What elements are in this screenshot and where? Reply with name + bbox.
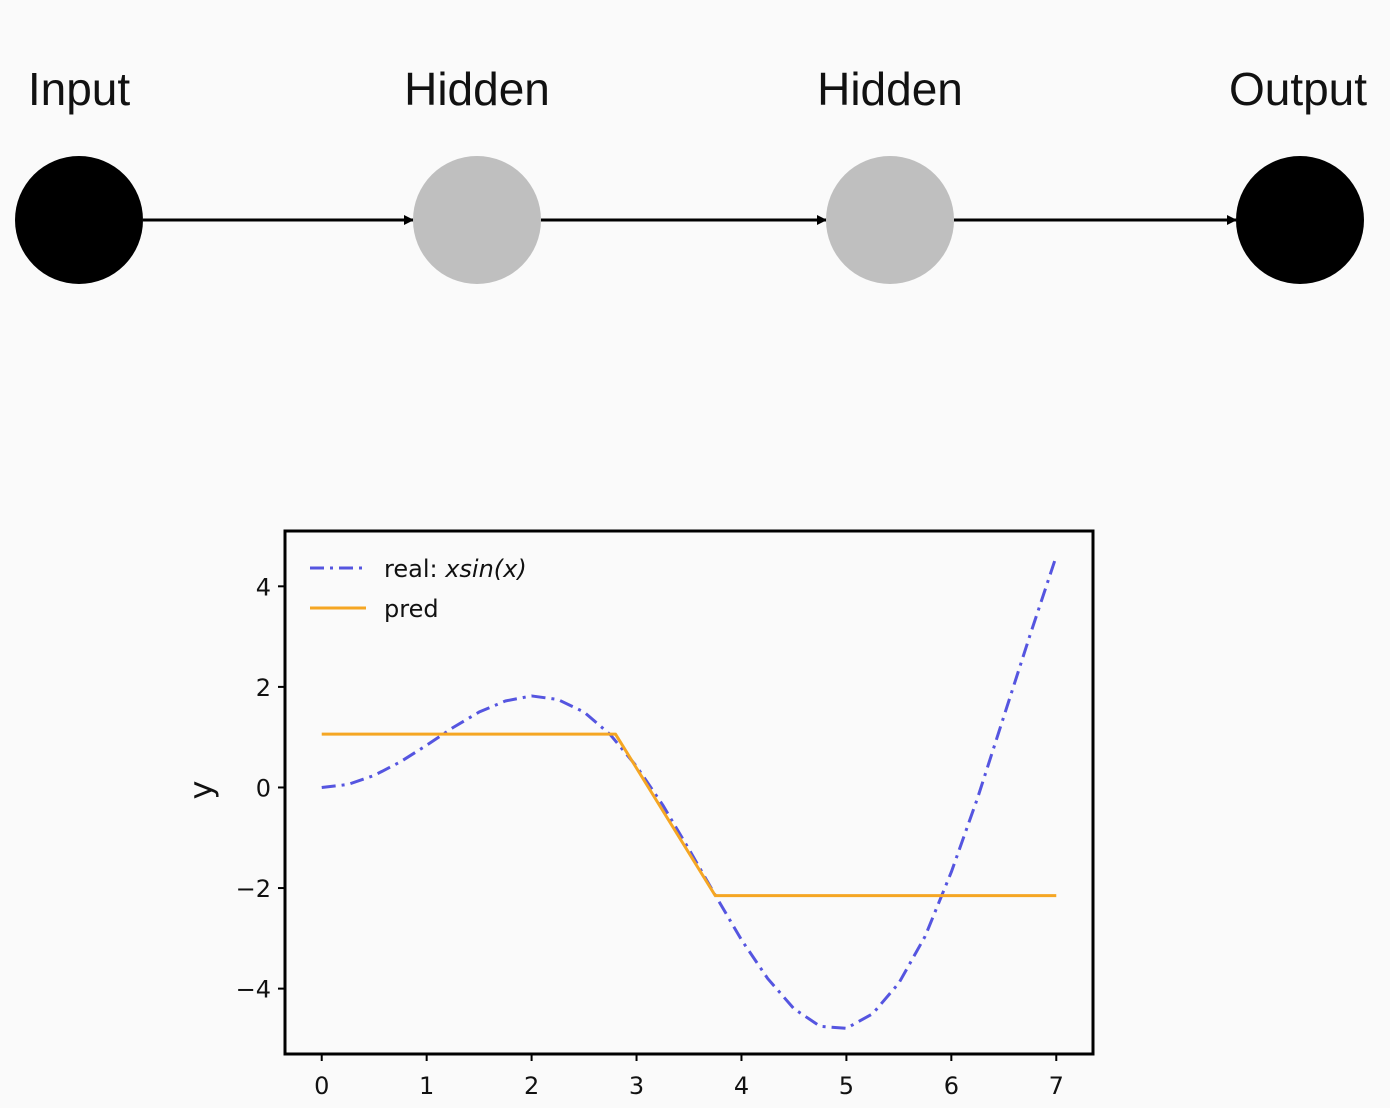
series-line-pred bbox=[321, 732, 1057, 898]
node-label-input: Input bbox=[28, 63, 131, 115]
legend: real: xsin(x) pred bbox=[310, 555, 527, 623]
axis-ticks: 0 1 2 3 4 5 6 7 4 2 0 −2 −4 bbox=[236, 573, 1064, 1100]
x-tick-label: 2 bbox=[524, 1072, 539, 1100]
plot-frame bbox=[283, 529, 1095, 1056]
x-tick-label: 4 bbox=[734, 1072, 749, 1100]
x-tick-label: 1 bbox=[419, 1072, 434, 1100]
legend-label-pred: pred bbox=[384, 595, 439, 623]
y-tick-label: −4 bbox=[236, 976, 271, 1004]
node-label-hidden-2: Hidden bbox=[817, 63, 963, 115]
node-input bbox=[15, 156, 143, 284]
x-tick-label: 0 bbox=[314, 1072, 329, 1100]
legend-label-real: real: xsin(x) bbox=[384, 555, 527, 583]
node-label-hidden-1: Hidden bbox=[404, 63, 550, 115]
y-axis-label-group: y bbox=[182, 781, 220, 800]
node-label-output: Output bbox=[1229, 63, 1367, 115]
x-tick-label: 7 bbox=[1049, 1072, 1064, 1100]
node-hidden-1 bbox=[413, 156, 541, 284]
network-diagram: Input Hidden Hidden Output bbox=[15, 63, 1367, 284]
y-tick-label: 0 bbox=[256, 774, 271, 802]
plot-lines bbox=[321, 555, 1058, 1030]
x-tick-label: 5 bbox=[839, 1072, 854, 1100]
node-output bbox=[1236, 156, 1364, 284]
node-hidden-2 bbox=[826, 156, 954, 284]
y-tick-label: −2 bbox=[236, 875, 271, 903]
y-tick-label: 4 bbox=[256, 573, 271, 601]
series-line-real bbox=[321, 555, 1058, 1030]
x-tick-label: 3 bbox=[629, 1072, 644, 1100]
y-tick-label: 2 bbox=[256, 674, 271, 702]
chart: y 0 1 2 3 4 5 6 7 4 2 0 −2 −4 real: xsin(x) pred bbox=[182, 529, 1095, 1100]
y-axis-label: y bbox=[182, 781, 220, 800]
x-tick-label: 6 bbox=[944, 1072, 959, 1100]
